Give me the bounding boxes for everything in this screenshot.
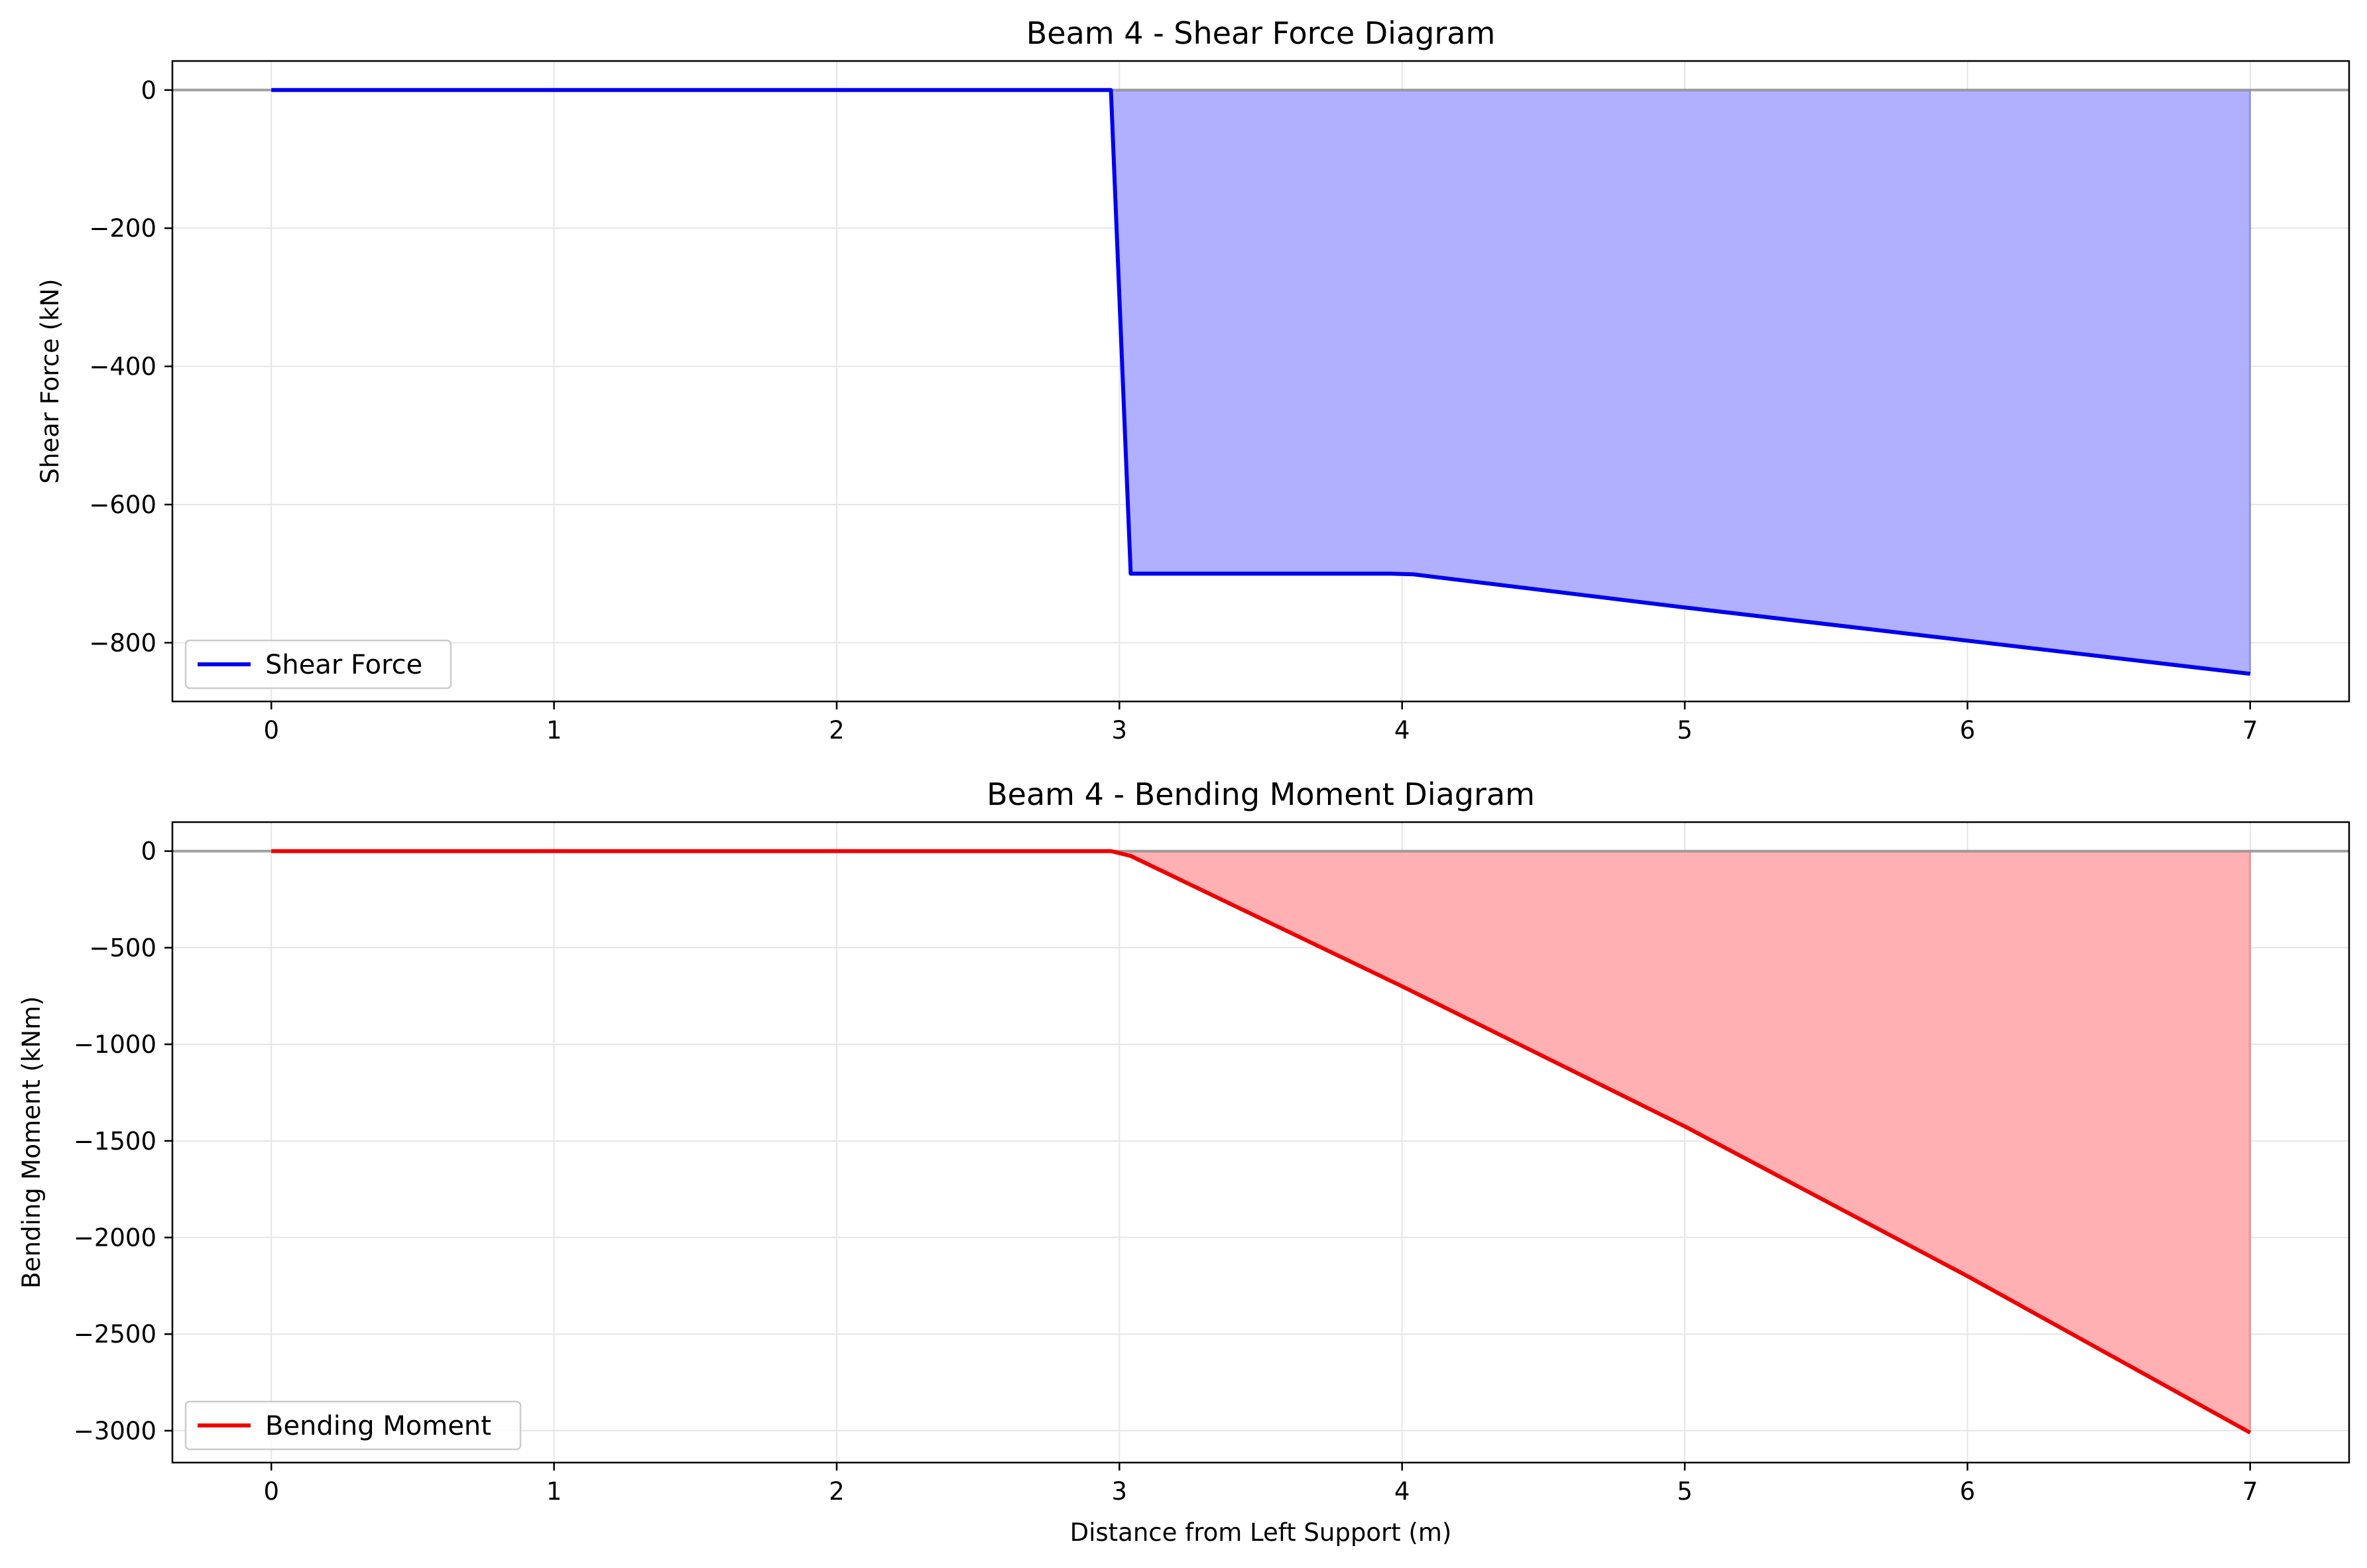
moment-x-axis-label: Distance from Left Support (m) [1070,1518,1452,1547]
moment-fill-layer [271,851,2252,1433]
bending-moment-chart: 0 1 2 3 4 5 6 7 0 −500 −1000 −1500 −2000 −2500 −3000 B… [17,776,2350,1547]
shear-legend-box [184,639,452,690]
moment-legend: Bending Moment [184,1400,522,1451]
shear-x-tick-label: 1 [546,716,562,745]
shear-y-tick-label: −400 [89,353,156,381]
moment-y-tick-label: −1500 [74,1127,156,1156]
shear-y-tick-label: −600 [89,491,156,519]
shear-x-tick-label: 7 [2242,716,2258,745]
moment-x-tick-label: 0 [263,1477,279,1506]
moment-chart-title: Beam 4 - Bending Moment Diagram [987,776,1535,812]
moment-x-tick-label: 7 [2242,1477,2258,1506]
shear-chart-title: Beam 4 - Shear Force Diagram [1026,15,1496,51]
shear-line-layer [271,88,2251,676]
shear-area-fill [271,90,2250,674]
shear-x-tick-label: 4 [1394,716,1410,745]
moment-legend-box [184,1400,522,1451]
moment-ticks: 0 1 2 3 4 5 6 7 0 −500 −1000 −1500 −2000 −2500 −3000 [74,837,2258,1506]
shear-ticks: 0 1 2 3 4 5 6 7 0 −200 −400 −600 −800 [89,76,2258,745]
shear-legend: Shear Force [184,639,452,690]
shear-x-tick-label: 0 [263,716,279,745]
moment-x-tick-label: 4 [1394,1477,1410,1506]
moment-area-fill [271,851,2250,1433]
shear-x-tick-label: 6 [1960,716,1976,745]
moment-x-tick-label: 2 [829,1477,845,1506]
moment-series-line [271,849,2252,1435]
moment-x-tick-label: 5 [1677,1477,1693,1506]
moment-plot-frame [171,821,2350,1464]
shear-legend-label: Shear Force [265,650,422,680]
moment-y-tick-label: −2000 [74,1224,156,1252]
shear-y-tick-label: 0 [141,76,156,105]
shear-fill-layer [271,90,2252,674]
moment-y-tick-label: −500 [89,934,156,962]
shear-plot-frame [171,60,2350,703]
moment-x-tick-label: 3 [1112,1477,1128,1506]
moment-x-tick-label: 6 [1960,1477,1976,1506]
moment-y-axis-label: Bending Moment (kNm) [17,996,46,1288]
moment-y-tick-label: 0 [141,837,156,866]
moment-y-tick-label: −3000 [74,1417,156,1445]
shear-x-tick-label: 3 [1112,716,1128,745]
shear-y-tick-label: −200 [89,214,156,243]
shear-force-chart: 0 1 2 3 4 5 6 7 0 −200 −400 −600 −800 Beam 4 - Shear… [36,15,2350,745]
moment-line-layer [271,849,2252,1435]
shear-series-line [271,88,2251,676]
shear-x-tick-label: 5 [1677,716,1693,745]
moment-y-tick-label: −1000 [74,1030,156,1059]
moment-legend-label: Bending Moment [265,1411,491,1441]
moment-y-tick-label: −2500 [74,1320,156,1349]
shear-x-tick-label: 2 [829,716,845,745]
shear-y-axis-label: Shear Force (kN) [36,278,64,483]
moment-x-tick-label: 1 [546,1477,562,1506]
shear-y-tick-label: −800 [89,629,156,657]
